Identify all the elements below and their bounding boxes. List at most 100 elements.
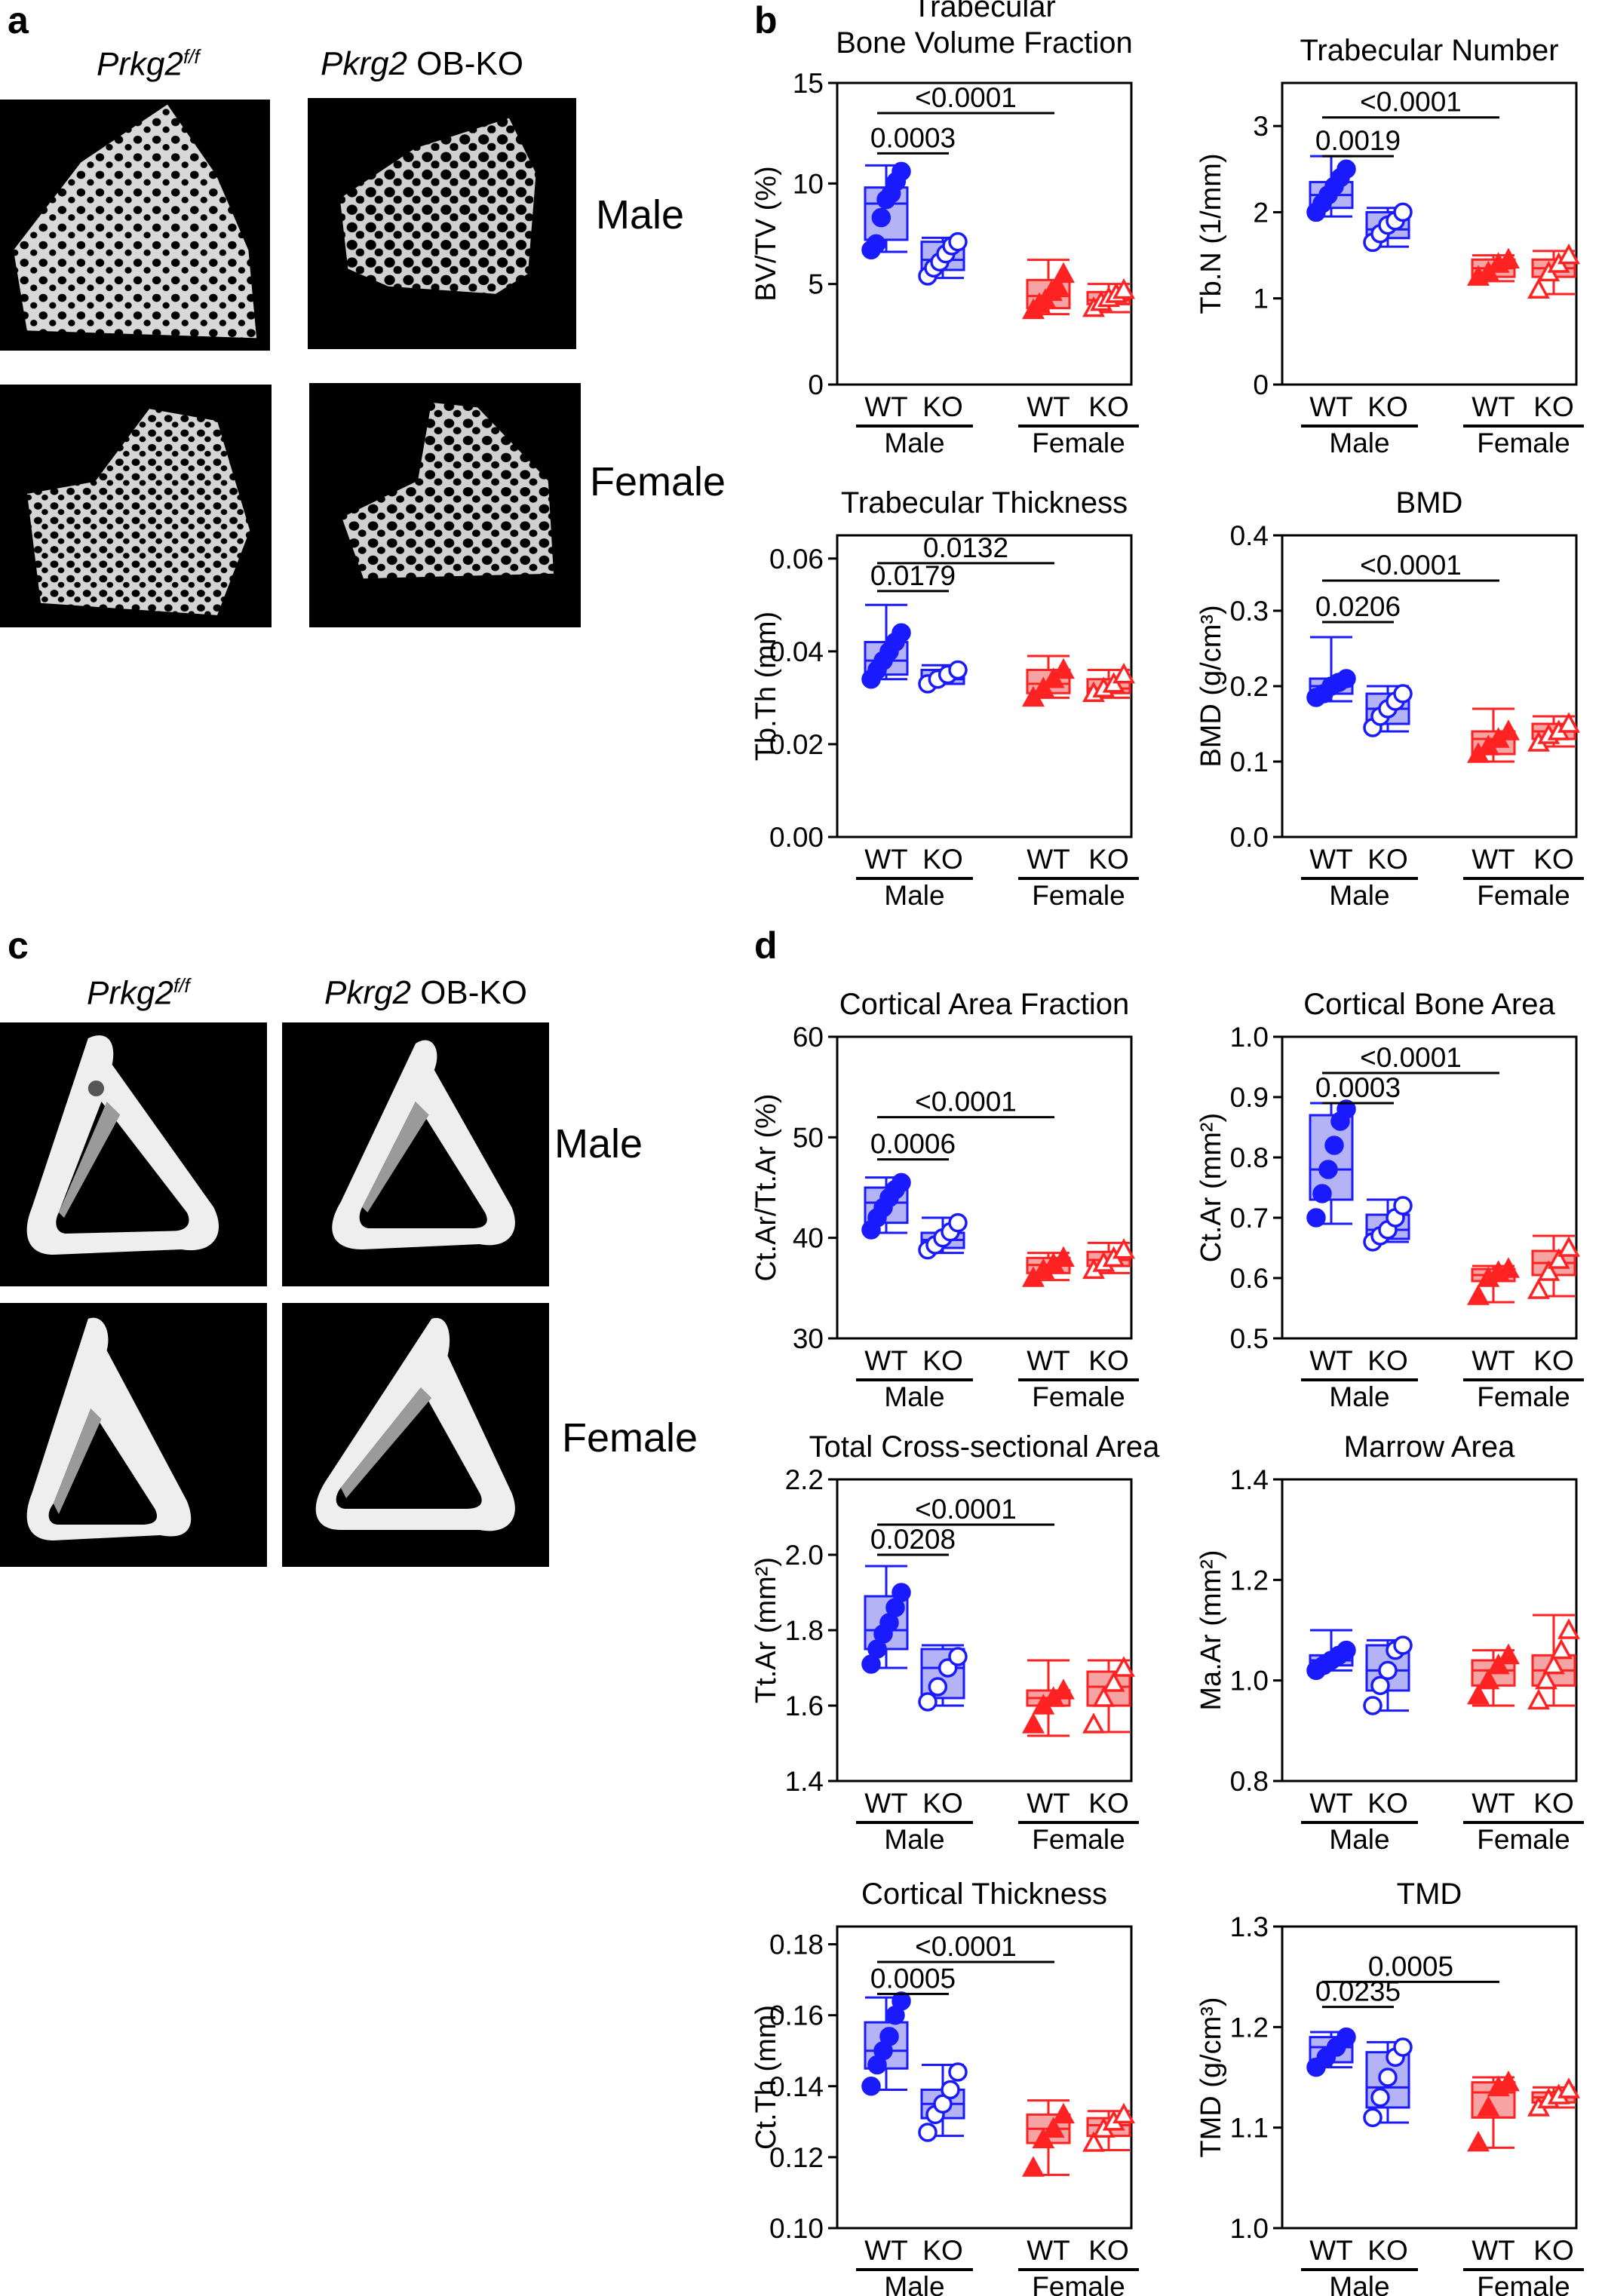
- data-point: [1393, 202, 1413, 222]
- y-tick-label: 0.18: [769, 1930, 824, 1960]
- data-point: [1022, 2156, 1045, 2177]
- chart-ctar: Cortical Bone Area 0.5 0.6 0.7 0.8 0.9 1.0 Ct.A…: [1195, 954, 1591, 1412]
- chart-title: Total Cross-sectional Area: [809, 1430, 1160, 1464]
- sex-label-female: Female: [1477, 428, 1570, 458]
- y-axis-label: Tt.Ar (mm²): [750, 1557, 782, 1703]
- ko-column-label-c: Pkrg2 OB-KO: [324, 974, 527, 1011]
- data-point: [1535, 1669, 1557, 1690]
- x-group-label: KO: [1088, 844, 1128, 875]
- y-tick-label: 1.6: [785, 1691, 824, 1721]
- x-group-label: KO: [922, 1788, 962, 1819]
- data-point: [1370, 2087, 1390, 2107]
- micro-ct-trabecular-female-wt: [0, 385, 272, 627]
- x-group-label: KO: [922, 391, 962, 422]
- data-point: [1312, 1184, 1332, 1203]
- y-tick-label: 0.8: [1230, 1766, 1269, 1797]
- y-tick-label: 0.1: [1230, 746, 1269, 777]
- y-tick-label: 30: [793, 1323, 824, 1354]
- p-value-label: <0.0001: [1360, 87, 1462, 118]
- data-point: [1497, 719, 1520, 740]
- wt-column-label-c: Prkg2f/f: [87, 974, 190, 1012]
- x-group-label: WT: [1472, 1788, 1515, 1819]
- data-point: [1527, 277, 1550, 299]
- data-point: [1550, 1638, 1573, 1660]
- x-group-label: KO: [1367, 844, 1407, 875]
- micro-ct-trabecular-male-ko: [308, 98, 576, 349]
- y-tick-label: 0.2: [1230, 671, 1269, 702]
- plot-frame: [1281, 81, 1578, 386]
- p-value-label: 0.0005: [1368, 1951, 1453, 1982]
- micro-ct-cortical-female-ko: [282, 1303, 549, 1567]
- x-group-label: KO: [922, 1345, 962, 1376]
- y-tick-label: 1.3: [1230, 1911, 1269, 1942]
- plot-frame: [1281, 1478, 1578, 1783]
- y-tick-label: 1.2: [1230, 2012, 1269, 2043]
- data-point: [1467, 1284, 1490, 1305]
- chart-title: Trabecular Number: [1300, 34, 1558, 67]
- x-group-label: WT: [1027, 1788, 1070, 1819]
- data-point: [1393, 2037, 1413, 2057]
- y-tick-label: 1.0: [1230, 2213, 1269, 2244]
- data-point: [1393, 1635, 1413, 1655]
- y-axis-label: Ct.Ar/Tt.Ar (%): [750, 1093, 782, 1281]
- p-value-label: 0.0132: [923, 532, 1008, 563]
- wt-column-label-a: Prkg2f/f: [97, 45, 200, 83]
- data-point: [1557, 2077, 1580, 2098]
- y-tick-label: 0: [808, 369, 824, 400]
- y-tick-label: 0.0: [1230, 822, 1269, 853]
- row-label-male-c: Male: [554, 1121, 643, 1166]
- row-label-female-c: Female: [562, 1415, 698, 1461]
- data-point: [1336, 669, 1356, 688]
- x-group-label: WT: [864, 2235, 908, 2266]
- y-tick-label: 1.4: [785, 1766, 824, 1797]
- y-tick-label: 1.8: [785, 1615, 824, 1646]
- chart-title: Cortical Bone Area: [1303, 988, 1555, 1021]
- y-tick-label: 0.16: [769, 2000, 824, 2031]
- data-point: [1370, 1675, 1390, 1696]
- data-point: [1527, 1278, 1550, 1299]
- sex-label-male: Male: [884, 1381, 944, 1412]
- chart-title: Trabecular: [913, 0, 1056, 23]
- chart-title: Bone Volume Fraction: [836, 26, 1133, 60]
- data-point: [1102, 1671, 1125, 1692]
- chart-svg: Cortical Area Fraction 30 40 50 60 Ct.Ar/Tt.A…: [750, 988, 1139, 1412]
- data-point: [1112, 1238, 1135, 1259]
- x-group-label: WT: [864, 844, 908, 875]
- sex-label-male: Male: [884, 1824, 944, 1855]
- x-group-label: KO: [1088, 1788, 1128, 1819]
- plot-frame: [836, 81, 1133, 386]
- sex-label-male: Male: [1329, 1824, 1389, 1855]
- p-value-label: 0.0235: [1315, 1976, 1401, 2007]
- chart-svg: Cortical Thickness 0.10 0.12 0.14 0.16 0.18 Ct…: [750, 1878, 1139, 2296]
- x-group-label: KO: [1533, 844, 1573, 875]
- sex-label-female: Female: [1032, 2271, 1125, 2296]
- chart-ttar: Total Cross-sectional Area 1.4 1.6 1.8 2.0 2.…: [750, 1396, 1160, 1855]
- p-value-label: <0.0001: [1360, 550, 1462, 581]
- chart-tmd: TMD 1.0 1.1 1.2 1.3 TMD (g/cm³) 0.0005 0.0235 WT…: [1195, 1844, 1591, 2296]
- y-tick-label: 0.06: [769, 544, 824, 575]
- data-point: [1318, 1160, 1338, 1179]
- sex-label-male: Male: [1329, 428, 1389, 458]
- data-point: [1336, 1640, 1356, 1660]
- chart-tbn: Trabecular Number 0 1 2 3 Tb.N (1/mm) <0.0001 0…: [1195, 0, 1591, 458]
- data-point: [1497, 1643, 1520, 1665]
- y-tick-label: 1.0: [1230, 1666, 1269, 1697]
- data-point: [1112, 278, 1135, 299]
- y-tick-label: 0.3: [1230, 596, 1269, 627]
- p-value-label: 0.0206: [1315, 591, 1401, 622]
- y-tick-label: 40: [793, 1223, 824, 1254]
- sex-label-male: Male: [1329, 1381, 1389, 1412]
- data-point: [1393, 1196, 1413, 1215]
- x-group-label: WT: [1309, 2235, 1353, 2266]
- chart-svg: Marrow Area 0.8 1.0 1.2 1.4 Ma.Ar (mm²) WT KO WT…: [1195, 1430, 1584, 1855]
- micro-ct-cortical-female-wt: [0, 1303, 267, 1567]
- sex-label-male: Male: [1329, 2271, 1389, 2296]
- y-tick-label: 60: [793, 1022, 824, 1053]
- x-group-label: KO: [1533, 1345, 1573, 1376]
- chart-svg: Trabecular Number 0 1 2 3 Tb.N (1/mm) <0.0001 0…: [1195, 34, 1584, 458]
- data-point: [1052, 1246, 1075, 1268]
- data-point: [1378, 2068, 1398, 2087]
- micro-ct-trabecular-female-ko: [309, 383, 581, 627]
- sex-label-female: Female: [1477, 880, 1570, 911]
